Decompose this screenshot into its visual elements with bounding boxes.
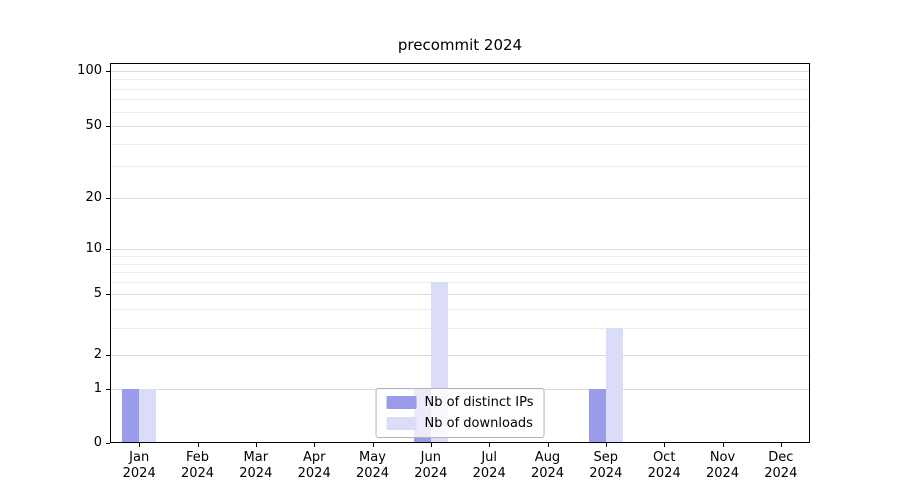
y-tick-mark-1 xyxy=(106,389,110,390)
y-tick-label-20: 20 xyxy=(85,190,102,205)
x-tick-mark-jan xyxy=(139,443,141,447)
gridline-50 xyxy=(110,126,810,127)
gridline-30 xyxy=(110,166,810,168)
x-tick-label-dec: Dec 2024 xyxy=(764,450,798,481)
gridline-3 xyxy=(110,328,810,329)
x-tick-label-feb: Feb 2024 xyxy=(180,450,215,481)
gridline-4 xyxy=(110,308,810,310)
bar-nb-of-distinct-ips-sep xyxy=(588,389,606,443)
x-tick-label-apr: Apr 2024 xyxy=(297,450,331,481)
x-tick-mark-oct xyxy=(664,443,666,447)
y-tick-mark-2 xyxy=(106,355,110,356)
legend-item-downloads: Nb of downloads xyxy=(386,416,534,431)
x-tick-label-jun: Jun 2024 xyxy=(414,450,448,481)
x-tick-mark-nov xyxy=(722,443,724,447)
bars-layer xyxy=(110,63,810,443)
x-tick-mark-dec xyxy=(780,443,782,447)
x-tick-mark-may xyxy=(372,443,374,447)
y-tick-label-50: 50 xyxy=(85,118,102,133)
legend: Nb of distinct IPs Nb of downloads xyxy=(375,388,545,438)
plot-area: Nb of distinct IPs Nb of downloads xyxy=(110,63,810,443)
gridline-60 xyxy=(110,111,810,113)
gridline-40 xyxy=(110,143,810,145)
y-tick-mark-0 xyxy=(106,443,110,444)
x-tick-mark-apr xyxy=(314,443,316,447)
gridline-2 xyxy=(110,355,810,356)
x-tick-mark-jul xyxy=(489,443,491,447)
gridline-90 xyxy=(110,79,810,81)
x-tick-label-jul: Jul 2024 xyxy=(472,450,506,481)
x-tick-mark-feb xyxy=(197,443,199,447)
bar-nb-of-downloads-jan xyxy=(139,389,157,443)
x-tick-label-nov: Nov 2024 xyxy=(705,450,740,481)
legend-label-downloads: Nb of downloads xyxy=(424,416,533,431)
y-tick-label-1: 1 xyxy=(93,381,102,396)
gridline-8 xyxy=(110,263,810,265)
y-tick-mark-100 xyxy=(106,71,110,72)
gridline-6 xyxy=(110,282,810,284)
legend-swatch-downloads-icon xyxy=(386,417,417,430)
gridline-7 xyxy=(110,272,810,274)
y-tick-label-5: 5 xyxy=(93,286,102,301)
y-tick-mark-20 xyxy=(106,198,110,199)
x-tick-mark-sep xyxy=(605,443,607,447)
x-tick-label-may: May 2024 xyxy=(355,450,390,481)
x-tick-label-mar: Mar 2024 xyxy=(239,450,273,481)
gridline-20 xyxy=(110,198,810,199)
bar-nb-of-distinct-ips-jan xyxy=(122,389,140,443)
x-tick-label-aug: Aug 2024 xyxy=(530,450,565,481)
bar-nb-of-downloads-sep xyxy=(605,328,623,443)
legend-label-distinct-ips: Nb of distinct IPs xyxy=(424,395,534,410)
gridline-5 xyxy=(110,294,810,295)
y-tick-mark-50 xyxy=(106,126,110,127)
x-tick-label-sep: Sep 2024 xyxy=(589,450,623,481)
x-tick-label-oct: Oct 2024 xyxy=(647,450,681,481)
y-tick-label-10: 10 xyxy=(85,241,102,256)
y-tick-mark-5 xyxy=(106,294,110,295)
y-tick-label-2: 2 xyxy=(93,347,102,362)
x-tick-mark-aug xyxy=(547,443,549,447)
gridline-100 xyxy=(110,71,810,72)
legend-swatch-distinct-ips-icon xyxy=(386,396,417,409)
gridline-10 xyxy=(110,249,810,250)
gridline-70 xyxy=(110,99,810,101)
chart-title: precommit 2024 xyxy=(397,36,523,54)
x-tick-mark-jun xyxy=(430,443,432,447)
y-tick-label-0: 0 xyxy=(93,435,102,450)
y-tick-label-100: 100 xyxy=(77,63,102,78)
legend-item-distinct-ips: Nb of distinct IPs xyxy=(386,395,534,410)
gridline-9 xyxy=(110,255,810,257)
y-tick-mark-10 xyxy=(106,249,110,250)
x-tick-label-jan: Jan 2024 xyxy=(122,450,156,481)
x-tick-mark-mar xyxy=(255,443,257,447)
gridline-80 xyxy=(110,88,810,90)
